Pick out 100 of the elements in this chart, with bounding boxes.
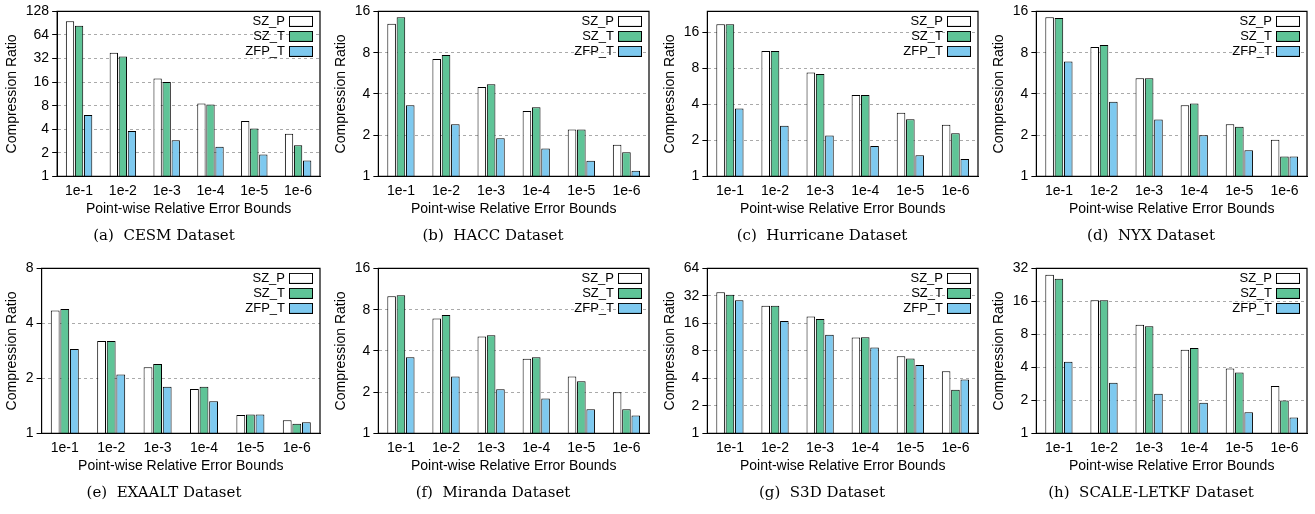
legend-label: ZFP_T — [903, 299, 944, 315]
x-tick-label: 1e-4 — [1180, 438, 1209, 455]
legend-label: SZ_P — [581, 12, 614, 28]
legend-label: ZFP_T — [903, 42, 944, 58]
x-tick-label: 1e-4 — [522, 438, 551, 455]
y-tick-label: 1 — [691, 167, 700, 184]
x-tick-label: 1e-2 — [108, 181, 138, 198]
text: (c) Hurricane Dataset — [735, 226, 909, 244]
x-tick-label: 1e-2 — [761, 181, 790, 198]
legend-label: ZFP_T — [574, 42, 615, 58]
y-axis-title: Compression Ratio — [3, 34, 20, 154]
y-tick-label: 64 — [683, 259, 700, 276]
x-tick-label: 1e-2 — [761, 438, 790, 455]
y-tick-label: 1 — [362, 424, 371, 441]
x-tick-label: 1e-4 — [189, 438, 219, 455]
x-tick-label: 1e-1 — [715, 438, 745, 455]
text: (e) EXAALT Dataset — [85, 483, 243, 501]
x-tick-label: 1e-2 — [432, 181, 461, 198]
x-tick-label: 1e-3 — [477, 438, 506, 455]
x-tick-label: 1e-1 — [1044, 181, 1074, 198]
y-tick-label: 4 — [691, 369, 700, 386]
x-tick-label: 1e-6 — [282, 438, 312, 455]
y-tick-label: 2 — [1020, 126, 1029, 143]
y-tick-label: 4 — [1020, 358, 1029, 375]
y-tick-label: 32 — [1012, 259, 1029, 276]
x-tick-label: 1e-5 — [236, 438, 265, 455]
legend-label: SZ_T — [253, 284, 286, 300]
y-axis-title: Compression Ratio — [990, 291, 1007, 411]
y-tick-label: 4 — [1020, 84, 1029, 101]
x-tick-label: 1e-2 — [432, 438, 461, 455]
x-tick-label: 1e-2 — [1090, 438, 1119, 455]
text: (a) CESM Dataset — [92, 226, 236, 244]
y-tick-label: 1 — [1020, 424, 1029, 441]
y-tick-label: 2 — [25, 369, 34, 386]
legend-label: SZ_P — [1239, 269, 1272, 285]
x-tick-label: 1e-5 — [567, 438, 596, 455]
y-tick-label: 8 — [691, 59, 700, 76]
y-tick-label: 1 — [1020, 167, 1029, 184]
x-tick-label: 1e-4 — [1180, 181, 1209, 198]
y-axis-title: Compression Ratio — [661, 291, 678, 411]
x-tick-label: 1e-4 — [851, 181, 880, 198]
text: (b) HACC Dataset — [421, 226, 565, 244]
legend-label: SZ_T — [253, 27, 286, 43]
legend-label: SZ_P — [252, 12, 285, 28]
x-tick-label: 1e-5 — [896, 181, 925, 198]
y-tick-label: 4 — [362, 341, 371, 358]
x-tick-label: 1e-6 — [1270, 181, 1299, 198]
y-axis-title: Compression Ratio — [661, 34, 678, 154]
y-tick-label: 16 — [1012, 292, 1029, 309]
x-axis-title: Point-wise Relative Error Bounds — [85, 200, 292, 217]
y-tick-label: 4 — [25, 314, 34, 331]
x-tick-label: 1e-4 — [851, 438, 880, 455]
legend-label: SZ_T — [911, 284, 944, 300]
x-tick-label: 1e-5 — [240, 181, 269, 198]
y-tick-label: 16 — [354, 2, 371, 19]
legend-label: SZ_P — [910, 269, 943, 285]
x-axis-title: Point-wise Relative Error Bounds — [410, 457, 617, 474]
y-tick-label: 2 — [362, 383, 371, 400]
x-axis-title: Point-wise Relative Error Bounds — [410, 200, 617, 217]
y-tick-label: 2 — [362, 126, 371, 143]
x-tick-label: 1e-6 — [1270, 438, 1299, 455]
y-tick-label: 2 — [691, 131, 700, 148]
x-axis-title: Point-wise Relative Error Bounds — [739, 200, 946, 217]
y-tick-label: 1 — [691, 424, 700, 441]
x-tick-label: 1e-5 — [567, 181, 596, 198]
x-tick-label: 1e-3 — [1135, 181, 1164, 198]
legend-label: SZ_P — [252, 269, 285, 285]
legend-label: SZ_P — [581, 269, 614, 285]
legend-label: ZFP_T — [245, 42, 286, 58]
y-tick-label: 2 — [1020, 391, 1029, 408]
y-tick-label: 1 — [362, 167, 371, 184]
legend-label: ZFP_T — [1232, 299, 1273, 315]
y-axis-title: Compression Ratio — [332, 291, 349, 411]
y-tick-label: 16 — [33, 72, 50, 89]
y-tick-label: 4 — [362, 84, 371, 101]
legend-label: SZ_P — [910, 12, 943, 28]
y-tick-label: 16 — [1012, 2, 1029, 19]
x-tick-label: 1e-2 — [97, 438, 126, 455]
y-tick-label: 32 — [33, 49, 50, 66]
y-tick-label: 16 — [683, 23, 700, 40]
x-axis-title: Point-wise Relative Error Bounds — [739, 457, 946, 474]
x-tick-label: 1e-4 — [522, 181, 551, 198]
y-axis-title: Compression Ratio — [332, 34, 349, 154]
x-tick-label: 1e-6 — [612, 438, 641, 455]
x-tick-label: 1e-6 — [284, 181, 313, 198]
y-tick-label: 4 — [691, 95, 700, 112]
y-tick-label: 2 — [41, 143, 50, 160]
x-tick-label: 1e-1 — [50, 438, 80, 455]
x-tick-label: 1e-3 — [477, 181, 506, 198]
y-tick-label: 1 — [25, 424, 34, 441]
text: (g) S3D Dataset — [758, 483, 886, 501]
y-tick-label: 32 — [683, 286, 700, 303]
x-tick-label: 1e-6 — [941, 438, 970, 455]
x-tick-label: 1e-3 — [143, 438, 172, 455]
x-tick-label: 1e-5 — [896, 438, 925, 455]
x-tick-label: 1e-6 — [612, 181, 641, 198]
legend-label: SZ_T — [911, 27, 944, 43]
text: (h) SCALE-LETKF Dataset — [1047, 483, 1255, 501]
y-tick-label: 4 — [41, 120, 50, 137]
legend-label: ZFP_T — [245, 299, 286, 315]
